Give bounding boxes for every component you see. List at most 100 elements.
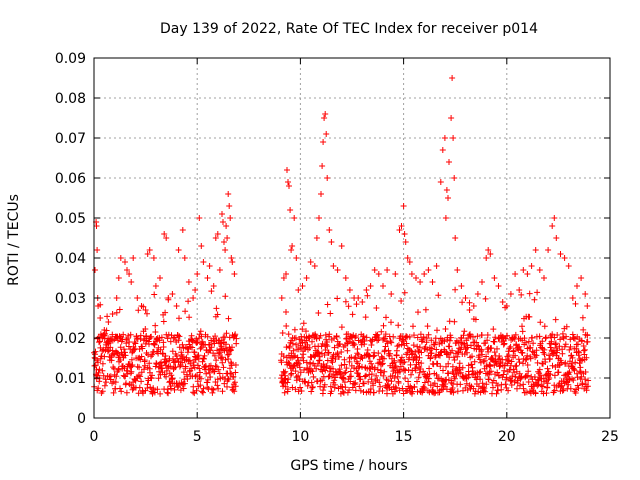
data-point (302, 378, 309, 385)
data-point (493, 390, 500, 397)
data-point (408, 371, 414, 378)
data-point (157, 275, 163, 281)
data-point (567, 336, 574, 343)
data-point (223, 223, 230, 229)
data-point (490, 384, 496, 391)
data-point (461, 328, 468, 335)
data-point (122, 352, 129, 359)
data-point (457, 369, 464, 376)
data-point (569, 354, 576, 361)
data-point (488, 345, 495, 352)
data-point (371, 352, 378, 359)
data-point (308, 388, 315, 395)
data-point (538, 344, 545, 351)
data-point (213, 357, 220, 364)
data-point (113, 309, 120, 316)
data-point (482, 295, 489, 302)
data-point (232, 362, 239, 368)
data-point (415, 347, 422, 354)
data-point (166, 379, 173, 386)
data-point (415, 309, 421, 316)
data-point (472, 316, 479, 323)
data-point (324, 301, 331, 308)
x-tick-label: 15 (395, 429, 413, 445)
data-point (227, 347, 234, 354)
plot-frame (93, 57, 611, 419)
data-point (439, 147, 446, 153)
data-point (351, 355, 358, 362)
data-point (222, 247, 229, 253)
data-point (559, 350, 566, 357)
data-point (578, 373, 585, 380)
data-point (442, 326, 449, 332)
x-axis-label: GPS time / hours (290, 458, 407, 474)
data-point (527, 344, 534, 351)
data-point (327, 310, 334, 317)
data-point (326, 331, 333, 338)
data-point (285, 179, 291, 185)
data-point (318, 191, 324, 197)
data-point (449, 347, 456, 354)
data-point (435, 292, 442, 299)
data-point (562, 341, 569, 348)
y-tick-label: 0 (77, 411, 86, 427)
data-point (523, 339, 529, 346)
data-point (452, 286, 459, 293)
data-point (536, 333, 543, 340)
data-point (569, 331, 576, 338)
data-point (123, 389, 130, 396)
data-point (483, 255, 490, 261)
data-point (225, 315, 232, 322)
data-point (457, 381, 464, 388)
data-point (339, 388, 346, 395)
data-point (292, 334, 299, 341)
data-point (211, 368, 218, 375)
data-point (480, 358, 487, 365)
data-point (105, 319, 112, 325)
data-point (231, 388, 238, 395)
data-point (454, 388, 461, 395)
data-point (337, 371, 344, 378)
data-point (516, 343, 523, 350)
data-point (565, 263, 572, 269)
data-point (451, 357, 458, 363)
data-point (584, 338, 591, 345)
data-point (328, 239, 335, 245)
data-point (198, 243, 205, 249)
data-point (580, 326, 587, 333)
data-point (574, 283, 580, 289)
data-point (395, 342, 402, 349)
data-point (309, 384, 316, 390)
data-point (584, 303, 591, 309)
data-point (391, 357, 398, 364)
data-point (164, 335, 171, 342)
data-point (517, 382, 523, 389)
data-point (182, 308, 189, 315)
data-point (319, 368, 326, 375)
data-point (206, 263, 213, 269)
data-point (142, 326, 149, 332)
data-point (309, 338, 315, 345)
data-point (99, 367, 106, 374)
data-point (292, 368, 299, 375)
data-point (97, 315, 104, 321)
data-point (510, 347, 517, 354)
data-point (223, 341, 229, 348)
data-point (398, 223, 405, 229)
data-point (232, 369, 239, 376)
data-point (154, 386, 161, 393)
data-point (288, 370, 295, 377)
data-point (300, 351, 307, 358)
y-tick-label: 0.06 (55, 171, 86, 187)
data-point (189, 338, 196, 345)
data-point (99, 360, 106, 367)
data-point (444, 350, 451, 357)
data-point (499, 299, 506, 305)
data-point (421, 384, 428, 391)
data-point (425, 378, 432, 385)
data-point (232, 331, 239, 338)
data-point (417, 279, 424, 285)
data-point (578, 275, 585, 281)
data-point (104, 313, 111, 320)
data-point (299, 326, 306, 333)
